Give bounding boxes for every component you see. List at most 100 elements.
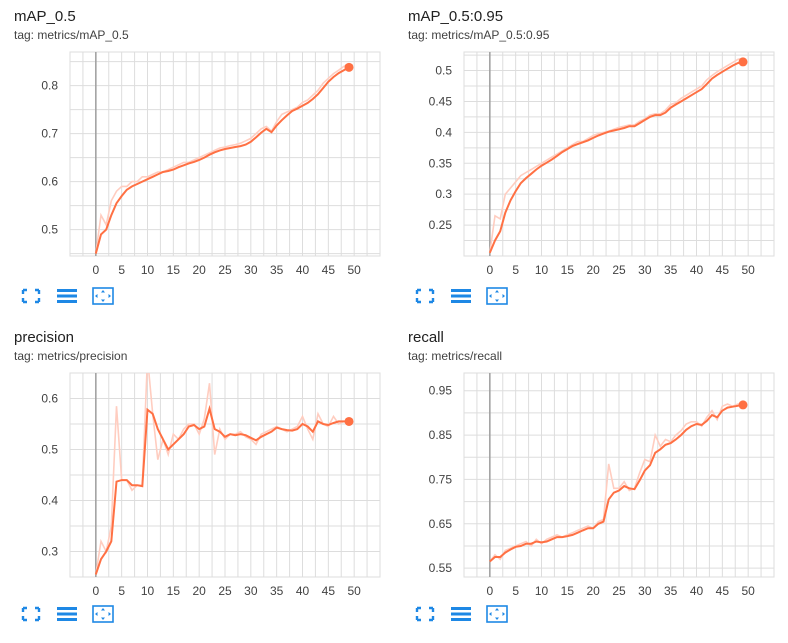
x-tick-label: 35 xyxy=(664,263,678,277)
chart-card-recall: recall tag: metrics/recall 0 5 10 15 20 25 30 35 4… xyxy=(394,321,788,642)
x-tick-label: 30 xyxy=(638,263,652,277)
chart-plot[interactable]: 0 5 10 15 20 25 30 35 40 45 50 0.55 0.65 0.75 0.85 0.95 xyxy=(394,321,788,611)
chart-plot[interactable]: 0 5 10 15 20 25 30 35 40 45 50 0.3 0.4 0.5 0.6 xyxy=(0,321,394,611)
chart-card-map05: mAP_0.5 tag: metrics/mAP_0.5 0 5 10 15 20 25 30 3… xyxy=(0,0,394,321)
x-tick-label: 10 xyxy=(535,584,549,598)
expand-chart-icon[interactable] xyxy=(486,287,508,305)
toggle-log-scale-icon[interactable] xyxy=(56,287,78,305)
y-tick-label: 0.75 xyxy=(429,472,453,486)
last-point-marker[interactable] xyxy=(344,416,354,426)
y-tick-label: 0.25 xyxy=(429,218,453,232)
y-tick-label: 0.4 xyxy=(435,125,452,139)
x-tick-label: 10 xyxy=(535,263,549,277)
toggle-log-scale-icon[interactable] xyxy=(450,605,472,623)
x-tick-label: 0 xyxy=(486,584,493,598)
x-tick-label: 45 xyxy=(716,584,730,598)
chart-card-precision: precision tag: metrics/precision 0 5 10 15 20 2… xyxy=(0,321,394,642)
x-tick-label: 20 xyxy=(586,584,600,598)
y-tick-label: 0.85 xyxy=(429,428,453,442)
x-tick-label: 15 xyxy=(561,584,575,598)
chart-title: precision xyxy=(14,329,75,346)
last-point-marker[interactable] xyxy=(738,400,748,410)
y-tick-label: 0.6 xyxy=(41,175,58,189)
x-tick-label: 5 xyxy=(512,263,519,277)
y-tick-label: 0.5 xyxy=(41,223,58,237)
y-tick-label: 0.35 xyxy=(429,156,453,170)
x-tick-label: 25 xyxy=(218,584,232,598)
chart-plot[interactable]: 0 5 10 15 20 25 30 35 40 45 50 0.25 0.3 0.35 0.4 0.45 0.… xyxy=(394,0,788,290)
chart-plot[interactable]: 0 5 10 15 20 25 30 35 40 45 50 0.5 0.6 0.7 0.8 xyxy=(0,0,394,290)
chart-title: mAP_0.5 xyxy=(14,8,76,25)
chart-card-map0595: mAP_0.5:0.95 tag: metrics/mAP_0.5:0.95 0 5 1… xyxy=(394,0,788,321)
x-tick-label: 40 xyxy=(296,263,310,277)
expand-chart-icon[interactable] xyxy=(92,287,114,305)
x-tick-label: 0 xyxy=(486,263,493,277)
series-line-raw xyxy=(95,63,350,254)
series-line-smoothed xyxy=(94,66,350,254)
last-point-marker[interactable] xyxy=(738,57,748,67)
x-tick-label: 50 xyxy=(347,584,361,598)
series-line-raw xyxy=(489,57,744,254)
x-tick-label: 45 xyxy=(716,263,730,277)
toggle-log-scale-icon[interactable] xyxy=(56,605,78,623)
y-tick-label: 0.8 xyxy=(41,79,58,93)
x-tick-label: 15 xyxy=(561,263,575,277)
chart-tag: tag: metrics/precision xyxy=(14,349,128,363)
x-tick-label: 25 xyxy=(218,263,232,277)
series-line-smoothed xyxy=(489,403,744,563)
x-tick-label: 5 xyxy=(118,584,125,598)
x-tick-label: 35 xyxy=(270,584,284,598)
chart-title: mAP_0.5:0.95 xyxy=(408,8,504,25)
x-tick-label: 20 xyxy=(586,263,600,277)
chart-toolbar xyxy=(414,287,508,305)
x-tick-label: 5 xyxy=(512,584,519,598)
x-tick-label: 45 xyxy=(322,263,336,277)
x-tick-label: 35 xyxy=(270,263,284,277)
fit-domain-icon[interactable] xyxy=(414,287,436,305)
y-tick-label: 0.6 xyxy=(41,392,58,406)
x-tick-label: 30 xyxy=(638,584,652,598)
y-tick-label: 0.95 xyxy=(429,384,453,398)
chart-tag: tag: metrics/recall xyxy=(408,349,503,363)
x-tick-label: 25 xyxy=(612,584,626,598)
x-tick-label: 15 xyxy=(167,263,181,277)
expand-chart-icon[interactable] xyxy=(486,605,508,623)
x-tick-label: 50 xyxy=(741,584,755,598)
chart-toolbar xyxy=(20,605,114,623)
x-tick-label: 15 xyxy=(167,584,181,598)
last-point-marker[interactable] xyxy=(344,62,354,72)
series-line-raw xyxy=(489,403,743,562)
x-tick-label: 40 xyxy=(690,263,704,277)
x-tick-label: 30 xyxy=(244,584,258,598)
x-tick-label: 5 xyxy=(118,263,125,277)
y-tick-label: 0.4 xyxy=(41,494,58,508)
fit-domain-icon[interactable] xyxy=(414,605,436,623)
y-tick-label: 0.3 xyxy=(41,545,58,559)
y-tick-label: 0.7 xyxy=(41,127,58,141)
x-tick-label: 40 xyxy=(690,584,704,598)
x-tick-label: 10 xyxy=(141,584,155,598)
y-tick-label: 0.55 xyxy=(429,561,453,575)
fit-domain-icon[interactable] xyxy=(20,287,42,305)
expand-chart-icon[interactable] xyxy=(92,605,114,623)
chart-toolbar xyxy=(20,287,114,305)
x-tick-label: 40 xyxy=(296,584,310,598)
x-tick-label: 50 xyxy=(347,263,361,277)
x-tick-label: 30 xyxy=(244,263,258,277)
toggle-log-scale-icon[interactable] xyxy=(450,287,472,305)
series-line-smoothed xyxy=(488,60,744,254)
x-tick-label: 35 xyxy=(664,584,678,598)
x-tick-label: 20 xyxy=(192,584,206,598)
series-line-raw xyxy=(95,373,349,575)
x-tick-label: 0 xyxy=(92,584,99,598)
x-tick-label: 50 xyxy=(741,263,755,277)
fit-domain-icon[interactable] xyxy=(20,605,42,623)
x-tick-label: 20 xyxy=(192,263,206,277)
x-tick-label: 0 xyxy=(92,263,99,277)
y-tick-label: 0.3 xyxy=(435,187,452,201)
series-line-smoothed xyxy=(94,404,349,575)
x-tick-label: 25 xyxy=(612,263,626,277)
x-tick-label: 45 xyxy=(322,584,336,598)
y-tick-label: 0.5 xyxy=(435,64,452,78)
x-tick-label: 10 xyxy=(141,263,155,277)
